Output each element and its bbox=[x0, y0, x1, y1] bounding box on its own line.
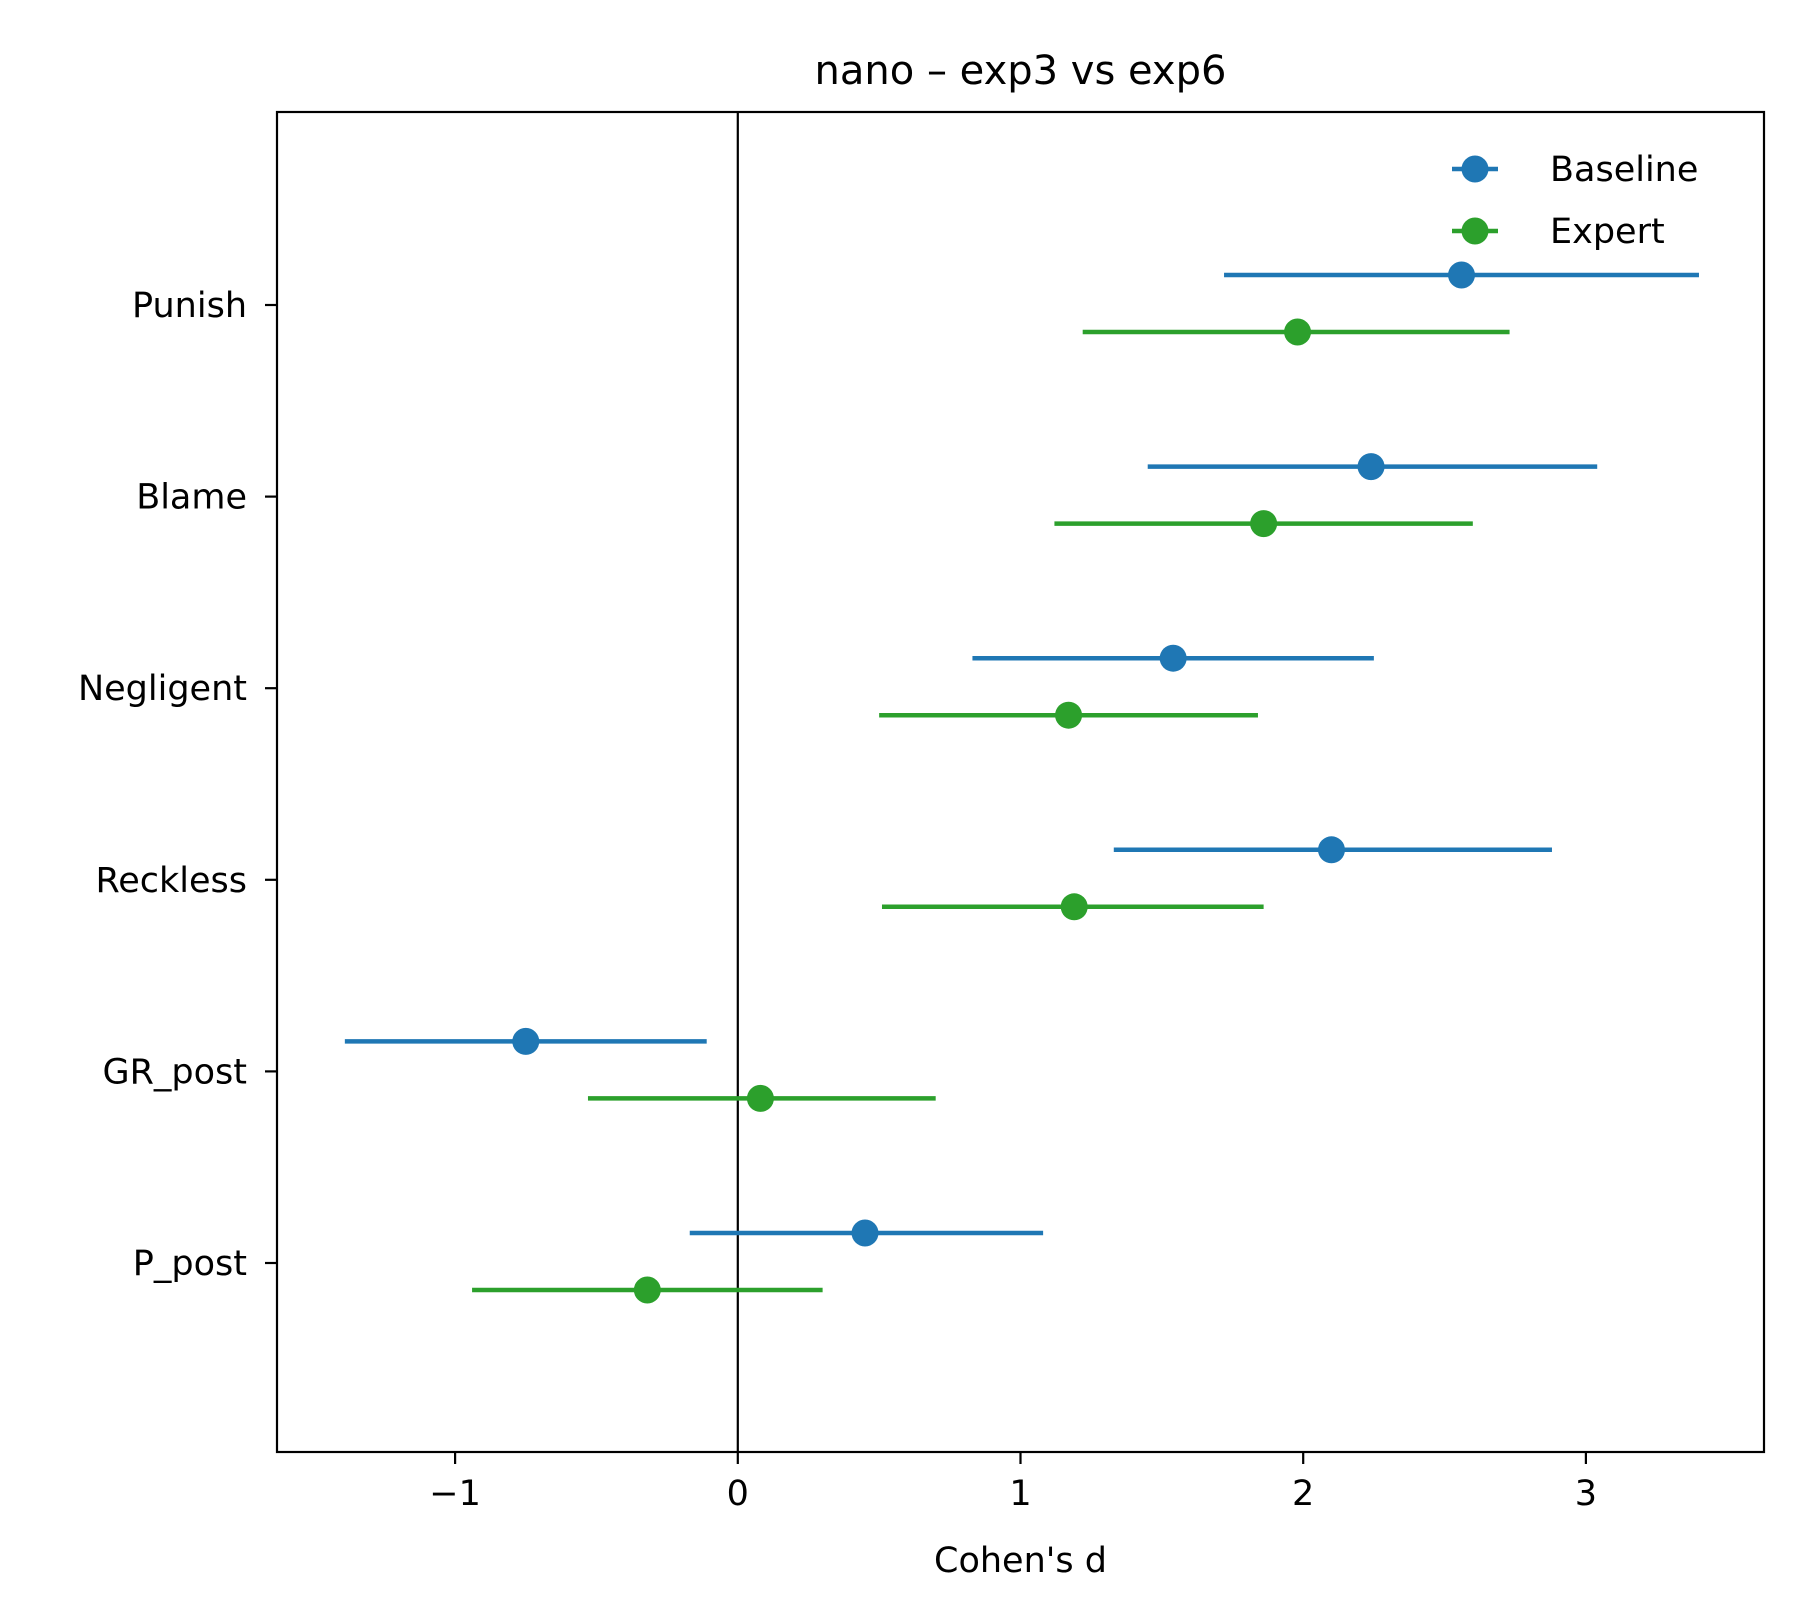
point-expert-negligent bbox=[1055, 701, 1083, 729]
point-baseline-gr_post bbox=[512, 1027, 540, 1055]
x-tick-label: 1 bbox=[1009, 1474, 1031, 1514]
point-expert-p_post bbox=[633, 1276, 661, 1304]
legend-label-baseline: Baseline bbox=[1550, 150, 1698, 190]
x-tick-label: 3 bbox=[1575, 1474, 1597, 1514]
x-axis-label: Cohen's d bbox=[934, 1541, 1107, 1581]
axes-layer: −1 0 1 2 3 Punish Blame Negligent Reckless GR_pos… bbox=[78, 110, 1766, 1514]
point-expert-gr_post bbox=[746, 1084, 774, 1112]
legend-label-expert: Expert bbox=[1550, 212, 1665, 252]
point-baseline-blame bbox=[1357, 453, 1385, 481]
series-baseline bbox=[344, 261, 1699, 1247]
point-baseline-punish bbox=[1448, 261, 1476, 289]
legend-marker-baseline bbox=[1461, 155, 1489, 183]
y-tick-label: Negligent bbox=[78, 669, 247, 709]
point-expert-punish bbox=[1284, 318, 1312, 346]
x-tick-label: −1 bbox=[429, 1474, 481, 1514]
legend: Baseline Expert bbox=[1452, 150, 1698, 252]
legend-marker-expert bbox=[1461, 217, 1489, 245]
y-tick-label: Blame bbox=[136, 478, 247, 518]
point-expert-blame bbox=[1250, 510, 1278, 538]
y-tick-label: Reckless bbox=[95, 861, 247, 901]
series-layer bbox=[344, 261, 1699, 1304]
point-baseline-p_post bbox=[851, 1219, 879, 1247]
point-baseline-reckless bbox=[1317, 836, 1345, 864]
chart-title: nano – exp3 vs exp6 bbox=[815, 48, 1227, 94]
series-expert bbox=[472, 318, 1510, 1304]
x-tick-label: 2 bbox=[1292, 1474, 1314, 1514]
point-baseline-negligent bbox=[1159, 644, 1187, 672]
y-tick-label: Punish bbox=[132, 286, 247, 326]
y-tick-label: P_post bbox=[133, 1244, 247, 1284]
point-expert-reckless bbox=[1060, 893, 1088, 921]
x-tick-label: 0 bbox=[727, 1474, 749, 1514]
y-tick-label: GR_post bbox=[102, 1052, 247, 1092]
